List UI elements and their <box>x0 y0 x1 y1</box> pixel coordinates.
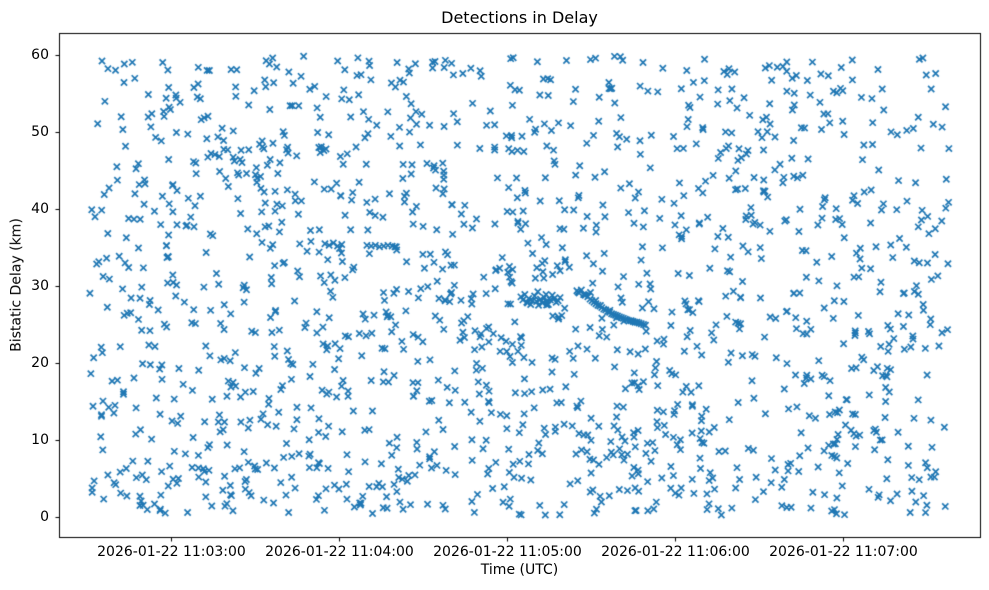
chart-title: Detections in Delay <box>441 8 598 27</box>
x-axis-label: Time (UTC) <box>480 562 559 578</box>
y-axis-label: Bistatic Delay (km) <box>8 218 25 352</box>
